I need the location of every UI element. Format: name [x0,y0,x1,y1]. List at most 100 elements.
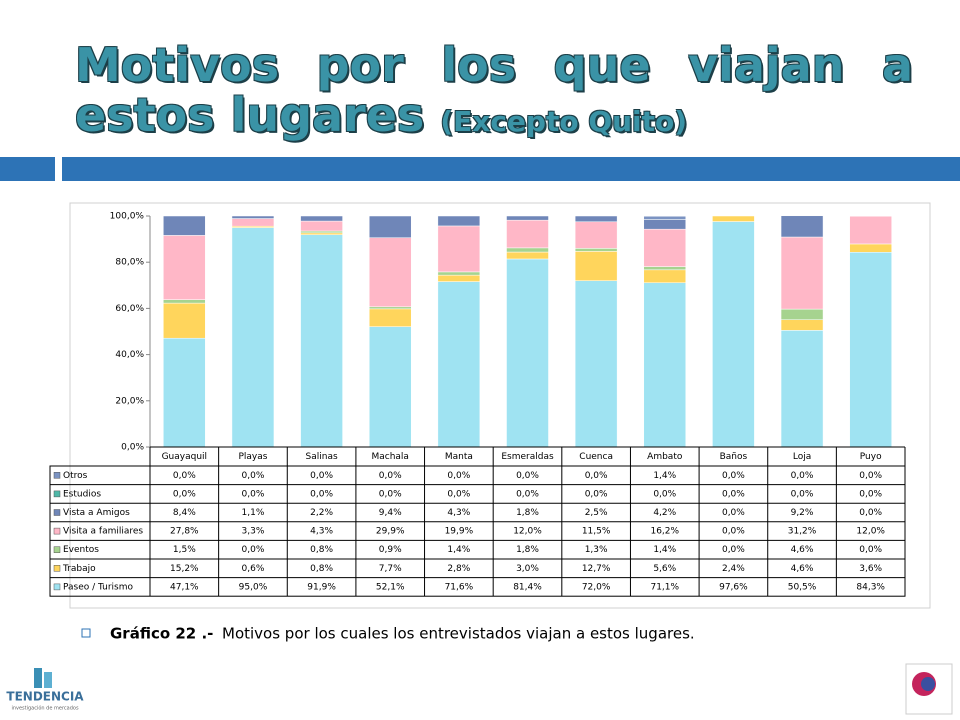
caption-label: Gráfico 22 .- [110,625,213,643]
value-label: 27,8% [170,527,199,537]
value-label: 0,6% [242,564,265,574]
logo-text: TENDENCIA [6,690,84,704]
value-label: 71,6% [445,582,474,592]
bar-segment [780,215,824,238]
value-label: 2,8% [447,564,470,574]
value-label: 0,0% [379,489,402,499]
bar-segment [506,247,549,253]
value-label: 4,2% [653,508,676,518]
title-note: (Excepto Quito) [440,105,688,138]
y-tick-label: 60,0% [115,304,144,314]
bar-segment [712,215,755,222]
value-label: 4,6% [791,545,814,555]
value-label: 2,2% [310,508,333,518]
bar-segment [300,220,343,232]
value-label: 0,0% [722,508,745,518]
bar-segment [849,252,892,448]
bar-segment [163,215,206,236]
value-label: 5,6% [653,564,676,574]
value-label: 0,0% [859,489,882,499]
x-tick-label: Manta [445,452,473,462]
bar-segment [574,221,618,249]
legend-label: Eventos [63,545,99,555]
x-tick-label: Loja [793,452,811,462]
value-label: 0,0% [859,545,882,555]
value-label: 4,3% [310,527,333,537]
legend-label: Otros [63,471,88,481]
value-label: 0,0% [585,471,608,481]
bullet [81,628,91,638]
bar-segment [437,274,481,282]
bar-segment [643,228,687,267]
value-label: 0,0% [173,489,196,499]
logo-subtext: investigación de mercados [11,705,79,712]
logo-shape [44,672,52,688]
value-label: 0,0% [859,471,882,481]
bar-segment [849,215,892,245]
bar-segment [368,326,412,448]
bar-segment [643,215,687,220]
legend-swatch [53,546,61,553]
value-label: 50,5% [788,582,817,592]
bar-segment [300,215,343,222]
bar-segment [437,271,481,276]
bar-segment [300,232,343,235]
bar-segment [643,266,687,271]
value-label: 1,8% [516,508,539,518]
value-label: 0,0% [447,471,470,481]
header-bar [62,157,960,181]
x-tick-label: Ambato [647,452,683,462]
value-label: 2,5% [585,508,608,518]
bar-segment [506,219,549,249]
bar-segment [574,251,618,281]
bar-segment [643,269,687,284]
bar-segment [506,251,549,260]
y-tick-label: 20,0% [115,396,144,406]
value-label: 0,0% [722,545,745,555]
value-label: 0,9% [379,545,402,555]
value-label: 1,1% [242,508,265,518]
y-tick-label: 100,0% [110,212,145,222]
value-label: 31,2% [788,527,817,537]
x-tick-label: Salinas [306,452,338,462]
bar-segment [643,282,687,448]
x-tick-label: Puyo [860,452,882,462]
bar-segment [506,215,549,221]
value-label: 0,0% [516,471,539,481]
value-label: 0,8% [310,545,333,555]
x-tick-label: Machala [371,452,408,462]
bar-segment [574,215,618,223]
bar-segment [849,243,892,253]
value-label: 9,4% [379,508,402,518]
legend-label: Trabajo [62,564,96,574]
value-label: 0,0% [722,527,745,537]
value-label: 4,6% [791,564,814,574]
value-label: 0,8% [310,564,333,574]
value-label: 1,4% [447,545,470,555]
value-label: 91,9% [307,582,336,592]
value-label: 71,1% [650,582,679,592]
bar-segment [437,215,481,227]
value-label: 0,0% [653,489,676,499]
value-label: 1,4% [653,471,676,481]
legend-swatch [53,490,61,498]
logo-right-shape [921,677,935,691]
value-label: 0,0% [791,489,814,499]
legend-swatch [53,583,61,591]
title: Motivos por los que viajan a estos lugar… [75,40,913,147]
x-tick-label: Playas [238,452,267,462]
value-label: 0,0% [859,508,882,518]
legend-label: Estudios [63,489,101,499]
x-tick-label: Baños [720,452,748,462]
y-tick-label: 0,0% [121,443,144,453]
value-label: 0,0% [242,471,265,481]
header-bar-left [0,157,55,181]
x-tick-label: Esmeraldas [501,452,554,462]
bar-segment [300,234,343,448]
value-label: 8,4% [173,508,196,518]
bar-segment [368,308,412,327]
value-label: 3,0% [516,564,539,574]
bar-segment [780,308,824,320]
value-label: 81,4% [513,582,542,592]
value-label: 97,6% [719,582,748,592]
